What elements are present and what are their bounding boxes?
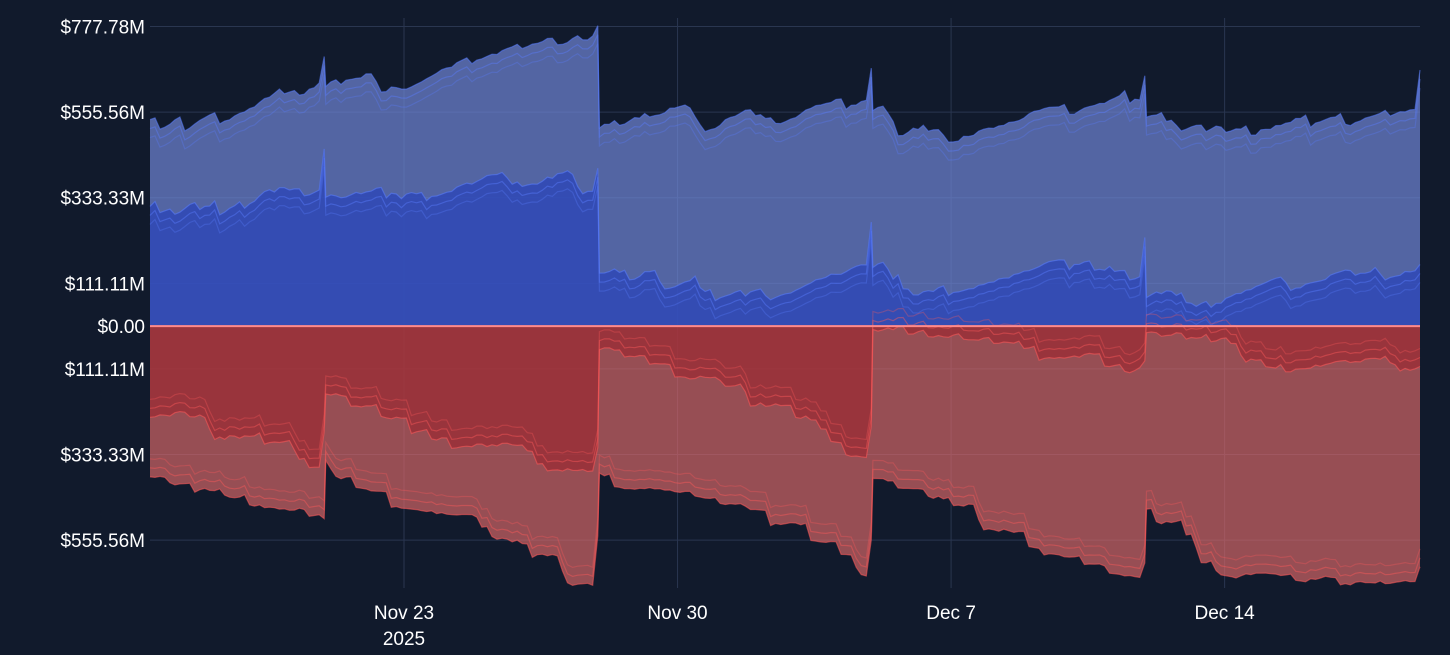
long-inner-line [149,157,1421,318]
long-inner-area [150,148,1420,327]
x-tick-label: Dec 7 [926,603,976,624]
x-tick-label: Dec 14 [1195,603,1256,624]
x-tick-label: Nov 30 [647,603,707,624]
long-outer-line [149,25,1421,143]
x-tick-sublabel: 2025 [383,629,425,650]
short-inner-line [149,307,1421,455]
long-outer-line [149,43,1421,161]
short-inner-line [149,316,1421,464]
long-inner-line [149,148,1421,309]
series-lines [149,25,1421,587]
y-tick-label: $555.56M [60,531,145,552]
y-tick-label: $333.33M [60,445,145,466]
short-inner-area [150,326,1420,472]
short-outer-line [149,449,1421,578]
y-tick-label: $555.56M [60,103,145,124]
x-tick-label: Nov 23 [374,603,434,624]
y-tick-label: $111.11M [65,360,145,381]
y-axis: $777.78M $555.56M $333.33M $111.11M $0.00 $11… [60,18,145,553]
area-series [150,25,1420,586]
short-outer-line [149,440,1421,569]
short-outer-line [149,458,1421,587]
short-inner-line [149,325,1421,473]
long-outer-line [149,34,1421,152]
y-tick-label: $333.33M [60,189,145,210]
long-inner-line [149,166,1421,327]
y-tick-label: $111.11M [65,274,145,295]
y-tick-label: $0.00 [97,317,145,338]
y-tick-label: $777.78M [60,18,145,39]
x-axis: Nov 23 2025 Nov 30 Dec 7 Dec 14 [374,603,1255,650]
